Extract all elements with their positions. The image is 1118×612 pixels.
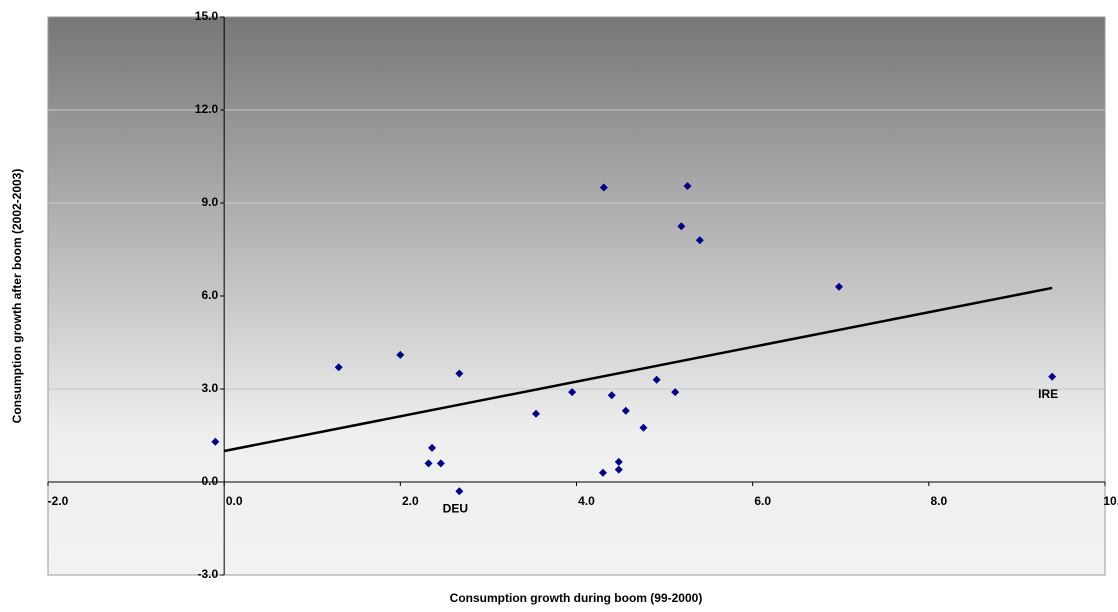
- x-tick-label: 2.0: [402, 494, 419, 508]
- y-tick-label: 3.0: [201, 381, 218, 395]
- point: [614, 457, 623, 466]
- point: [396, 350, 405, 359]
- point-label: IRE: [1038, 387, 1058, 401]
- x-axis-title: Consumption growth during boom (99-2000): [450, 591, 703, 605]
- point: [598, 468, 607, 477]
- y-tick-label: 0.0: [201, 474, 218, 488]
- point: [436, 459, 445, 468]
- point: [424, 459, 433, 468]
- point: [568, 388, 577, 397]
- point: [428, 443, 437, 452]
- point: [334, 363, 343, 372]
- point: [621, 406, 630, 415]
- x-tick-label: -2.0: [48, 494, 69, 508]
- x-tick-label: 8.0: [930, 494, 947, 508]
- point: [455, 369, 464, 378]
- x-tick-label: 6.0: [754, 494, 771, 508]
- point: [1048, 372, 1057, 381]
- point: [652, 375, 661, 384]
- y-axis-title: Consumption growth after boom (2002-2003…: [10, 169, 24, 424]
- y-tick-label: 12.0: [195, 102, 219, 116]
- trendline: [223, 286, 1053, 453]
- x-tick-label: 0.0: [226, 494, 243, 508]
- point: [211, 437, 220, 446]
- point: [531, 409, 540, 418]
- point: [677, 222, 686, 231]
- y-tick-label: 6.0: [201, 288, 218, 302]
- point: [607, 391, 616, 400]
- y-tick-label: 15.0: [195, 9, 219, 23]
- point: [614, 465, 623, 474]
- point: [671, 388, 680, 397]
- point-label: DEU: [443, 501, 468, 515]
- x-tick-label: 4.0: [578, 494, 595, 508]
- y-tick-label: 9.0: [201, 195, 218, 209]
- x-tick-label: 10.0: [1103, 494, 1118, 508]
- point: [639, 423, 648, 432]
- y-tick-label: -3.0: [197, 567, 218, 581]
- point: [834, 282, 843, 291]
- point: [695, 236, 704, 245]
- point: [599, 183, 608, 192]
- point: [455, 487, 464, 496]
- point: [683, 181, 692, 190]
